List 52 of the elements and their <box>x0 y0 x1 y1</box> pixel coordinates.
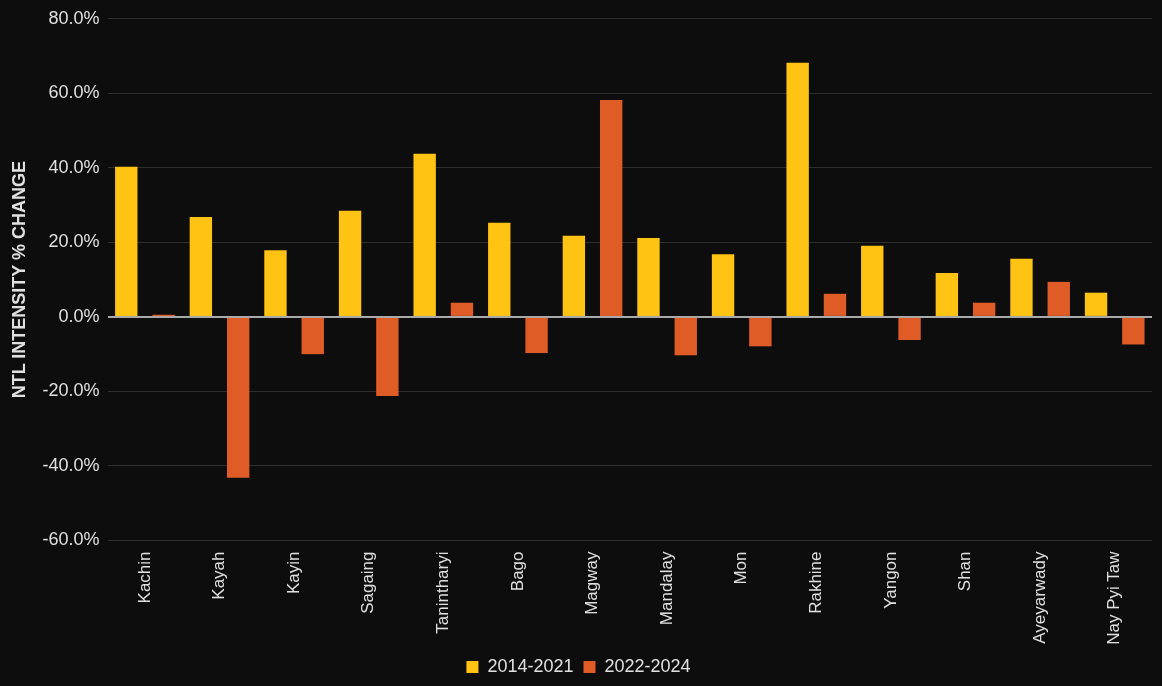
bar <box>376 317 399 396</box>
bar <box>823 293 847 316</box>
bar <box>189 217 213 316</box>
x-tick-label: Magway <box>582 550 602 615</box>
bar <box>711 254 735 316</box>
y-axis-title: NTL INTENSITY % CHANGE <box>8 160 29 399</box>
x-tick-label: Nay Pyi Taw <box>1104 550 1124 645</box>
bar <box>1010 258 1033 316</box>
bar <box>972 302 996 316</box>
bar <box>562 235 586 316</box>
x-tick-label: Rakhine <box>806 551 825 614</box>
x-tick-label: Mon <box>731 551 751 585</box>
bar <box>786 62 809 316</box>
bar <box>488 222 511 316</box>
y-tick-label: 60.0% <box>48 82 100 103</box>
x-tick-label: Sagaing <box>358 551 378 614</box>
y-tick-label: 80.0% <box>48 7 100 28</box>
y-tick-label: 40.0% <box>48 156 100 177</box>
bar <box>450 302 474 316</box>
y-tick-label: -60.0% <box>42 529 100 550</box>
bar <box>338 210 362 316</box>
x-tick-label: Kayah <box>209 551 229 600</box>
bar <box>898 317 921 340</box>
bar <box>935 272 959 316</box>
y-tick-label: 20.0% <box>48 231 100 252</box>
bar <box>264 250 287 316</box>
y-tick-label: 0.0% <box>58 305 100 326</box>
bar <box>674 317 697 356</box>
bar <box>301 317 324 355</box>
bar <box>525 317 548 354</box>
bar <box>115 166 138 316</box>
bar <box>1047 281 1070 316</box>
x-tick-label: Yangon <box>880 551 900 609</box>
y-tick-label: -40.0% <box>42 454 100 475</box>
legend-label: 2022-2024 <box>604 655 691 676</box>
x-tick-label: Mandalay <box>656 550 676 626</box>
x-tick-label: Tanintharyi <box>433 551 453 634</box>
bar <box>1084 292 1108 316</box>
bar <box>226 317 250 478</box>
bar <box>749 317 772 347</box>
bar <box>861 245 884 316</box>
x-tick-label: Bago <box>507 551 527 592</box>
x-tick-label: Shan <box>955 551 975 592</box>
x-tick-label: Kachin <box>134 551 154 604</box>
y-tick-label: -20.0% <box>42 380 100 401</box>
x-tick-label: Ayeyarwady <box>1029 550 1049 644</box>
bar <box>599 100 623 316</box>
bar <box>413 153 436 316</box>
bar <box>637 237 660 316</box>
bar <box>1122 317 1145 345</box>
legend-label: 2014-2021 <box>487 655 574 676</box>
x-tick-label: Kayin <box>283 551 303 595</box>
